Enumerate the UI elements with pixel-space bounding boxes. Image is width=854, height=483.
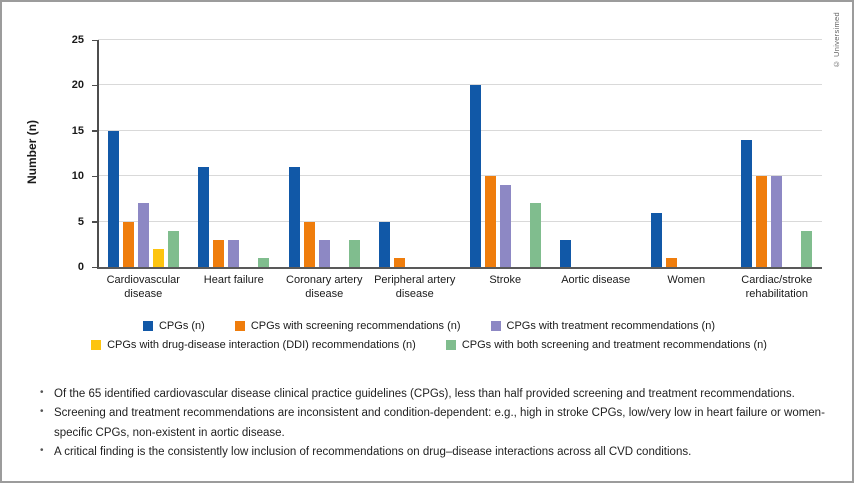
- legend-label: CPGs with both screening and treatment r…: [461, 339, 767, 351]
- y-tick-mark: [92, 39, 98, 41]
- bar: [152, 248, 164, 267]
- bar: [665, 257, 677, 267]
- note-item: • Of the 65 identified cardiovascular dis…: [38, 385, 832, 404]
- y-tick-label: 10: [71, 170, 84, 183]
- bar: [122, 221, 134, 267]
- bar-group: Women: [641, 40, 732, 286]
- x-axis-line: [97, 266, 822, 269]
- bullet-dot: •: [40, 406, 44, 418]
- gridline: [98, 84, 822, 86]
- legend-item: CPGs with drug-disease interaction (DDI)…: [91, 339, 416, 351]
- bar: [137, 203, 149, 267]
- bar: [213, 239, 225, 267]
- bar-group: Heart failure: [189, 40, 280, 286]
- y-tick-mark: [92, 266, 98, 268]
- bar: [771, 176, 783, 267]
- bar: [650, 212, 662, 267]
- y-tick-mark: [92, 175, 98, 178]
- legend-swatch: [142, 321, 153, 331]
- note-item: • A critical finding is the consistently …: [38, 443, 832, 462]
- bar: [228, 239, 240, 267]
- legend: CPGs (n) CPGs with screening recommendati…: [49, 320, 809, 351]
- bar-group: Coronary artery disease: [279, 40, 370, 300]
- x-axis-label: Peripheral artery disease: [374, 274, 456, 300]
- y-axis-title: Number (n): [25, 120, 39, 184]
- gridline: [98, 129, 822, 131]
- legend-swatch: [445, 340, 456, 350]
- x-axis-label: Stroke: [489, 274, 522, 286]
- y-tick-label: 15: [71, 124, 84, 137]
- bar-group: Peripheral artery disease: [370, 40, 461, 300]
- bar: [529, 203, 541, 267]
- bar-groups: Cardiovascular disease Heart failure Coron…: [98, 40, 823, 300]
- note-text: A critical finding is the consistently l…: [54, 445, 692, 458]
- x-axis-label: Women: [667, 274, 706, 286]
- note-text: Screening and treatment recommendations …: [54, 407, 825, 439]
- legend-swatch: [91, 340, 102, 350]
- y-tick-label: 25: [71, 34, 84, 46]
- x-axis-label: Coronary artery disease: [286, 274, 363, 300]
- bar-group: Stroke: [460, 40, 551, 286]
- legend-item: CPGs (n): [142, 320, 205, 332]
- y-tick-label: 20: [71, 79, 84, 92]
- x-axis-label: Cardiac/stroke rehabilitation: [741, 274, 813, 300]
- bar: [258, 257, 270, 267]
- bullet-dot: •: [40, 387, 44, 398]
- bar: [303, 221, 315, 267]
- bar: [198, 167, 210, 267]
- bar: [288, 167, 300, 267]
- legend-item: CPGs with treatment recommendations (n): [490, 320, 715, 332]
- gridline: [98, 220, 822, 222]
- note-item: • Screening and treatment recommendations…: [38, 404, 832, 443]
- bar-chart: Number (n) 0 5 10 15 20 25 Cardiovascular dis…: [2, 2, 852, 312]
- copyright-text: © Universimed: [832, 12, 841, 69]
- legend-label: CPGs with treatment recommendations (n): [506, 320, 715, 332]
- legend-item: CPGs with both screening and treatment r…: [445, 339, 767, 351]
- bar: [394, 257, 406, 267]
- y-tick-mark: [92, 84, 98, 87]
- legend-swatch: [234, 321, 245, 331]
- legend-item: CPGs with screening recommendations (n): [234, 320, 461, 332]
- y-tick-label: 0: [77, 261, 84, 273]
- legend-label: CPGs with drug-disease interaction (DDI)…: [107, 339, 416, 351]
- bar: [379, 221, 391, 267]
- note-text: Of the 65 identified cardiovascular dise…: [54, 388, 795, 400]
- y-axis-line: [97, 40, 99, 268]
- gridline: [98, 39, 822, 40]
- bar: [560, 239, 572, 267]
- gridline: [98, 175, 822, 177]
- legend-label: CPGs (n): [158, 320, 205, 332]
- bar: [348, 239, 360, 267]
- x-axis-label: Cardiovascular disease: [106, 274, 180, 300]
- bar: [107, 130, 119, 267]
- bar: [167, 230, 179, 267]
- bar: [469, 85, 481, 267]
- bar: [318, 239, 330, 267]
- y-tick-mark: [92, 130, 98, 132]
- bar: [756, 176, 768, 267]
- x-axis-label: Aortic disease: [561, 274, 631, 286]
- bullet-dot: •: [40, 444, 44, 456]
- legend-label: CPGs with screening recommendations (n): [250, 320, 461, 332]
- bar: [801, 230, 813, 267]
- bar: [499, 185, 511, 267]
- notes-list: • Of the 65 identified cardiovascular dis…: [38, 385, 832, 462]
- y-tick-labels: 0 5 10 15 20 25: [60, 35, 92, 273]
- bar-group: Cardiac/stroke rehabilitation: [732, 40, 823, 300]
- plot-area: Cardiovascular disease Heart failure Coron…: [92, 39, 823, 300]
- bar: [741, 139, 753, 267]
- bar: [484, 176, 496, 267]
- bar-group: Cardiovascular disease: [98, 40, 189, 300]
- y-tick-mark: [92, 221, 98, 223]
- y-tick-label: 5: [77, 215, 84, 228]
- bar-group: Aortic disease: [551, 40, 642, 286]
- legend-swatch: [490, 321, 501, 331]
- x-axis-label: Heart failure: [203, 274, 264, 286]
